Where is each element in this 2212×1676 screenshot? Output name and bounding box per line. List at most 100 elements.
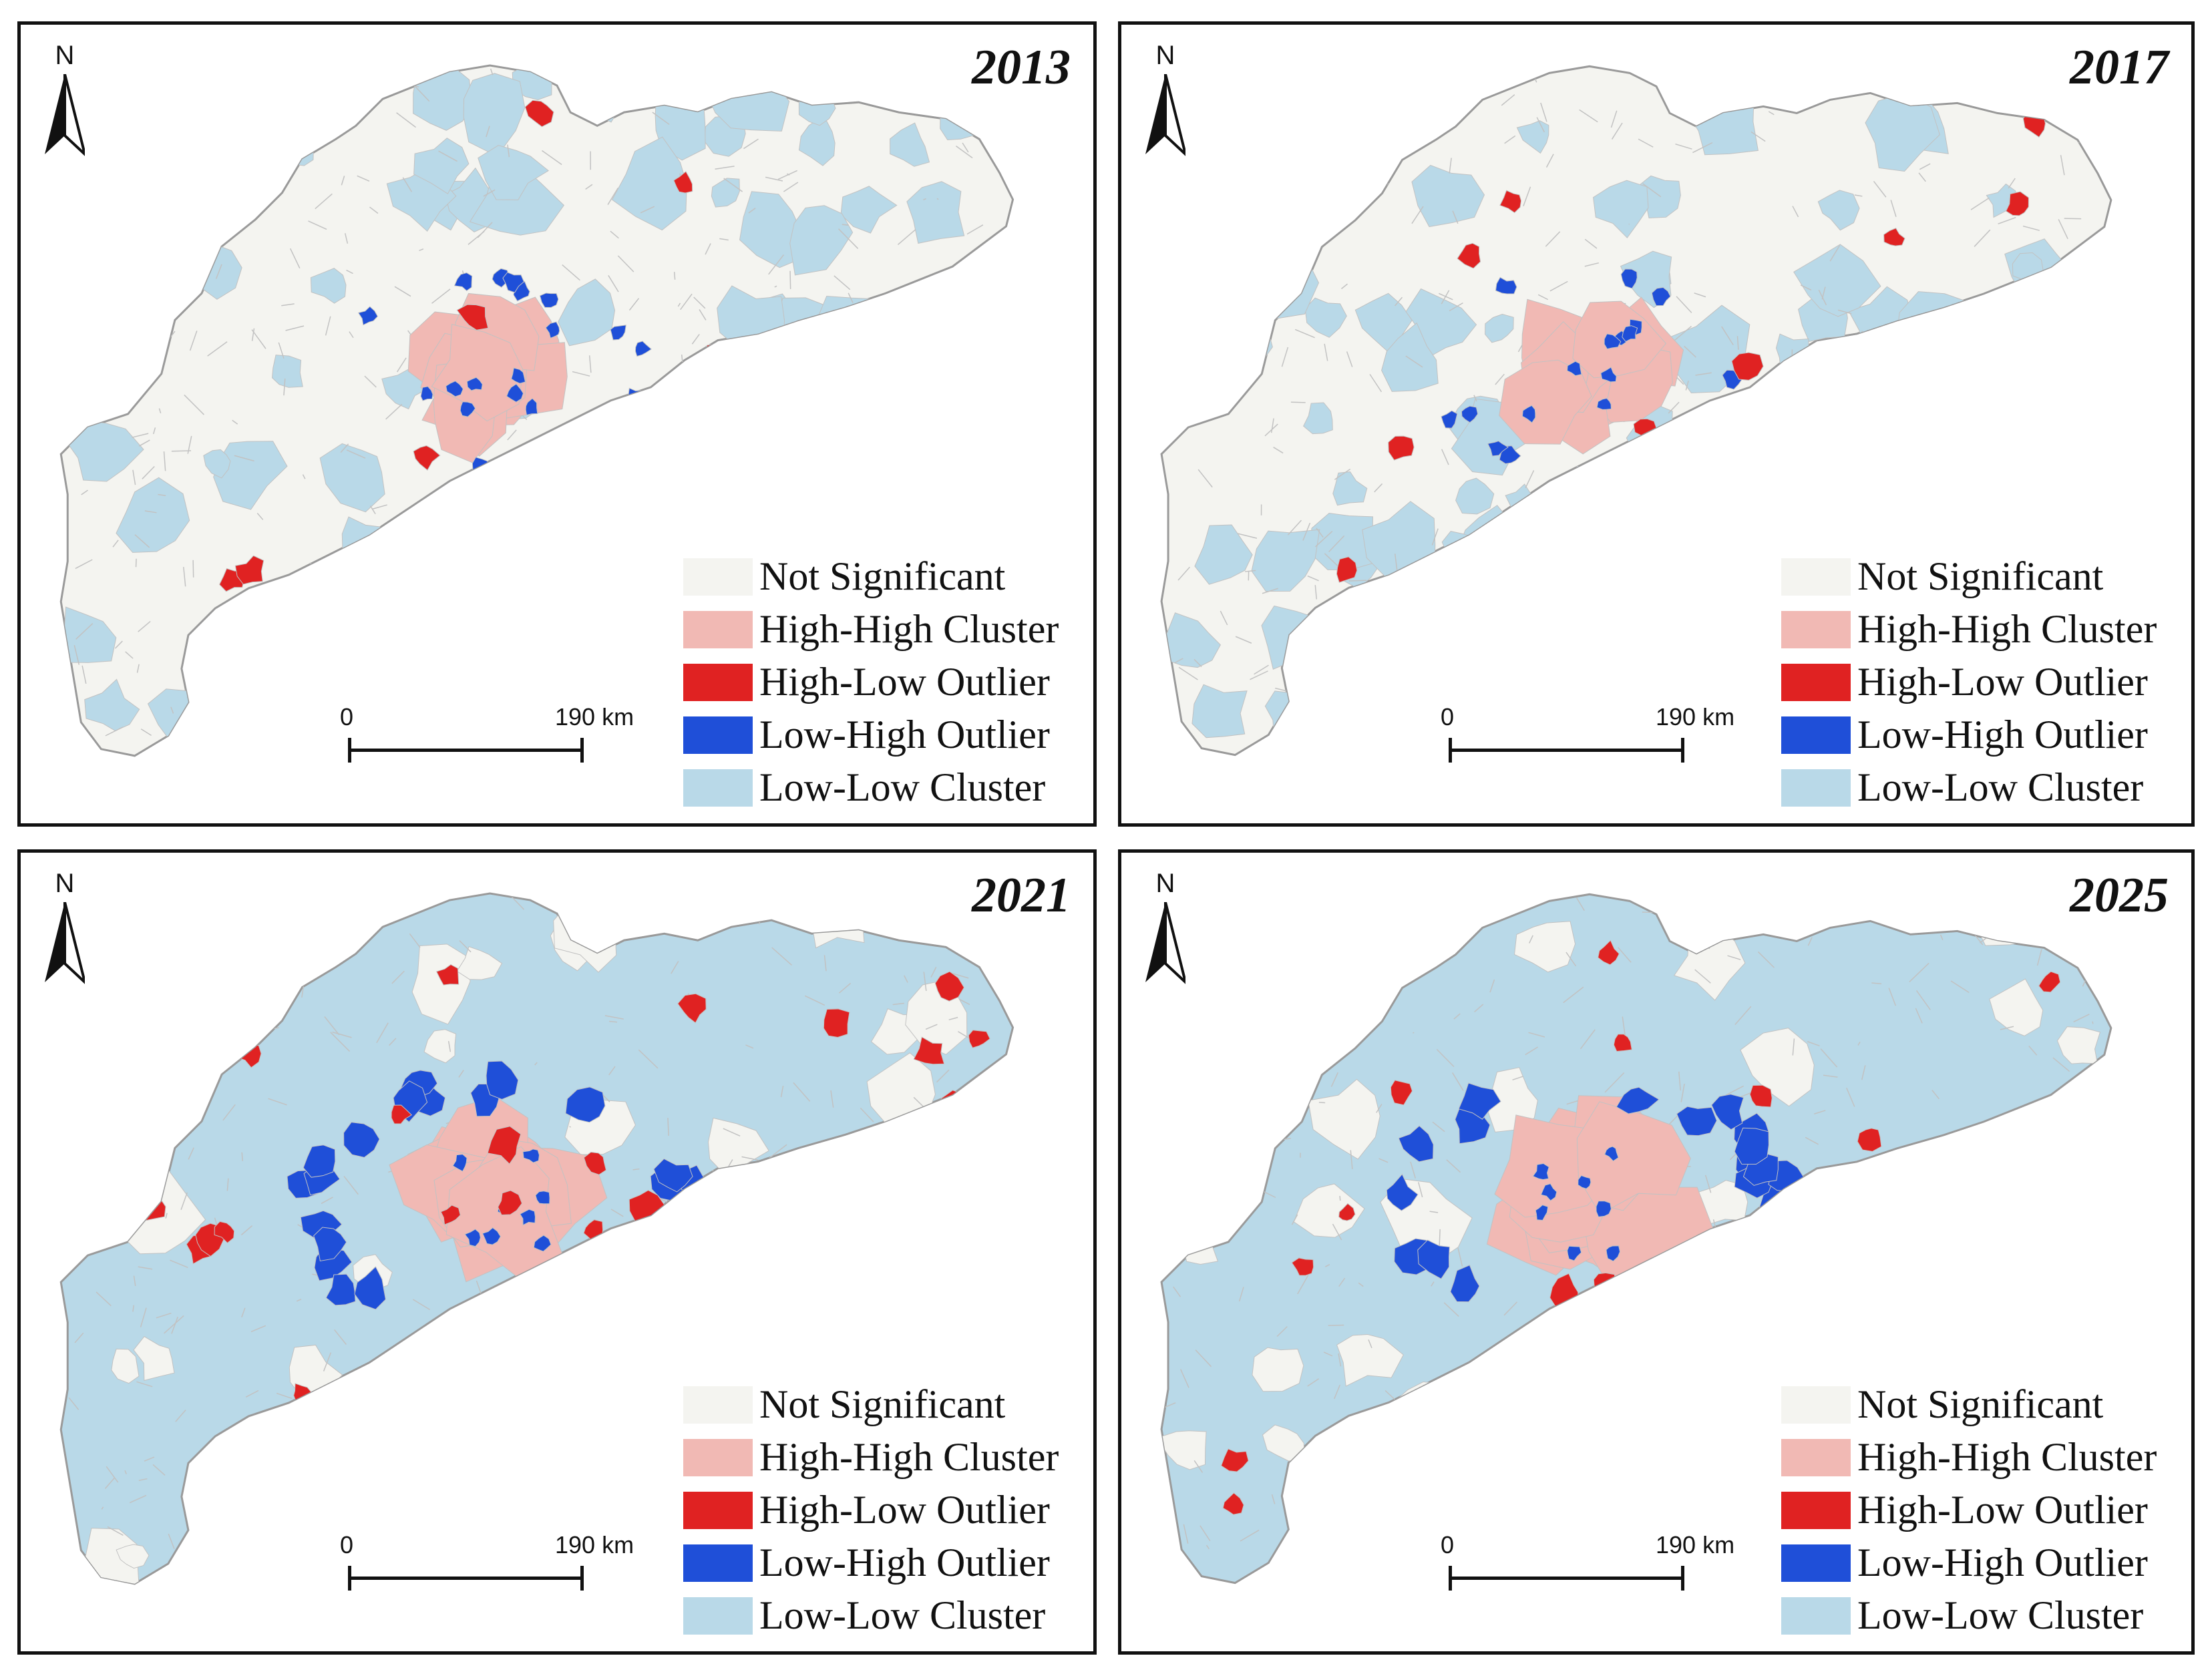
district-boundary [1193,658,1202,668]
district-boundary [1980,395,1995,410]
region-patch [1646,1292,1683,1329]
district-boundary [640,206,655,214]
region-patch [525,646,550,672]
district-boundary [251,329,266,349]
district-boundary [550,1383,569,1404]
district-boundary [307,1489,311,1496]
district-boundary [1355,1564,1372,1573]
district-boundary [749,405,759,408]
region-patch [456,946,503,980]
district-boundary [1258,94,1266,105]
district-boundary [789,270,791,289]
legend-swatch [1781,1386,1851,1424]
legend-label: Low-High Outlier [1857,712,2148,757]
district-boundary [1376,1104,1382,1113]
district-boundary [126,256,134,276]
legend-swatch [683,1544,753,1582]
district-boundary [817,83,836,94]
district-boundary [671,961,679,974]
district-boundary [1838,1166,1847,1175]
district-boundary [823,955,827,972]
district-boundary [1829,244,1841,262]
legend-swatch [1781,1438,1851,1476]
district-boundary [450,1365,455,1386]
district-boundary [1753,573,1759,581]
district-boundary [369,1480,384,1492]
district-boundary [81,242,84,254]
region-patch [1734,1127,1769,1165]
district-boundary [1432,1121,1445,1132]
district-boundary [389,1038,397,1046]
district-boundary [1525,1046,1538,1056]
district-boundary [505,1299,520,1314]
legend-swatch [683,1386,753,1424]
region-patch [116,1544,150,1569]
region-patch [1411,164,1485,228]
district-boundary [1220,610,1228,626]
scale-line [348,1577,583,1580]
district-boundary [2092,1021,2094,1024]
district-boundary [1394,296,1403,306]
district-boundary [1441,290,1450,304]
district-boundary [962,142,969,153]
region-patch [2005,191,2029,216]
region-patch [1521,405,1536,423]
district-boundary [1413,1032,1415,1034]
district-boundary [1536,117,1545,133]
region-patch [310,268,347,304]
region-patch [1461,405,1479,423]
legend-label: Low-High Outlier [759,712,1050,757]
district-boundary [76,184,86,186]
district-boundary [1305,649,1316,660]
district-boundary [308,220,327,230]
district-boundary [153,427,156,435]
district-boundary [1405,355,1423,368]
region-patch [1735,1218,1768,1256]
district-boundary [180,1192,188,1210]
region-patch [363,549,410,598]
district-boundary [747,1178,751,1191]
district-boundary [694,910,712,914]
region-patch [1336,1333,1404,1387]
region-patch [1293,1183,1365,1238]
district-boundary [2061,1177,2074,1181]
region-patch [2018,1193,2048,1229]
district-boundary [1174,658,1183,664]
district-boundary [693,296,706,309]
district-boundary [1725,1513,1736,1519]
district-boundary [1412,572,1421,592]
district-boundary [1817,424,1829,443]
district-boundary [1974,229,1991,247]
legend-label: High-Low Outlier [1857,1488,2148,1532]
region-patch [1659,439,1680,459]
district-boundary [1431,1281,1435,1287]
region-patch [303,68,341,101]
region-patch [604,485,640,514]
district-boundary [1769,1514,1780,1528]
district-boundary [1291,1214,1298,1225]
legend-label: Not Significant [1857,554,2104,598]
district-boundary [260,707,277,723]
region-patch [1651,287,1671,306]
district-boundary [1300,671,1320,688]
region-patch [413,445,441,471]
region-patch [1499,190,1522,214]
district-boundary [1867,1159,1874,1169]
region-patch [1854,478,1882,507]
scale-start-label: 0 [340,703,354,730]
region-patch [1857,1128,1882,1152]
region-patch [1308,1078,1380,1160]
region-patch [385,1387,440,1424]
district-boundary [602,1432,606,1447]
region-patch [94,188,180,268]
north-letter: N [55,41,75,70]
district-boundary [1890,367,1905,385]
district-boundary [1294,1067,1313,1087]
legend-item-low-low: Low-Low Cluster [1781,761,2182,814]
district-boundary [269,734,281,741]
district-boundary [1820,1048,1838,1068]
region-patch [445,381,464,397]
district-boundary [1843,1312,1863,1316]
scale-tick-end [580,738,584,763]
district-boundary [133,1275,136,1287]
